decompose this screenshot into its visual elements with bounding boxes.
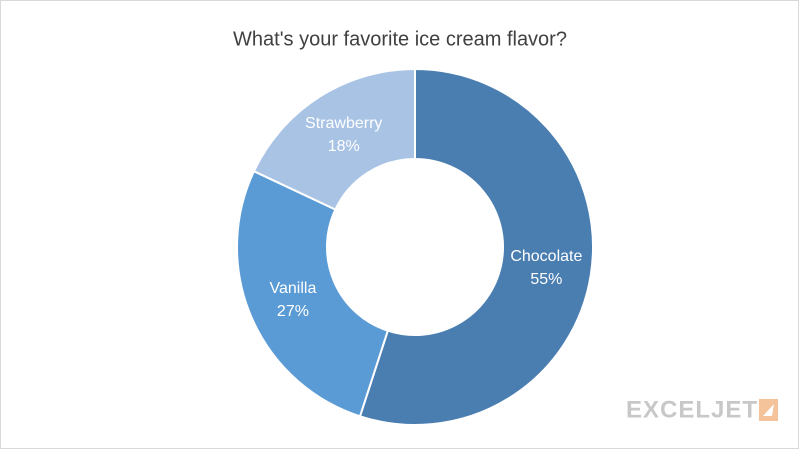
slice-value-label: 18% [328,138,360,155]
slice-label: Chocolate [510,248,582,265]
donut-slice [358,67,594,426]
chart-title: What's your favorite ice cream flavor? [233,28,567,50]
slice-value-label: 27% [277,303,309,320]
watermark: EXCELJET [626,396,758,423]
slice-label: Vanilla [270,280,317,297]
watermark-logo [759,399,778,421]
donut-slice [236,169,390,418]
logo-mark [763,404,774,416]
donut-slice [252,67,416,211]
slice-label: Strawberry [305,115,382,132]
slice-value-label: 55% [530,271,562,288]
